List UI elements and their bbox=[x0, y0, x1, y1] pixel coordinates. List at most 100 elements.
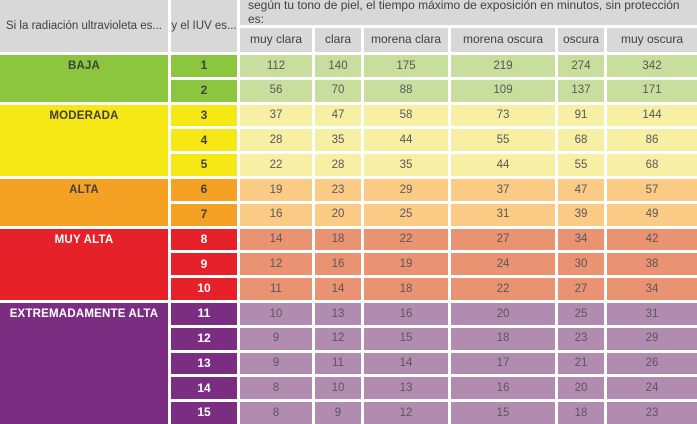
iuv-value-cell: 12 bbox=[171, 327, 237, 350]
iuv-value-cell: 4 bbox=[171, 129, 237, 152]
iuv-value-cell: 8 bbox=[171, 228, 237, 251]
minutes-cell: 18 bbox=[315, 228, 361, 251]
minutes-cell: 47 bbox=[558, 178, 604, 201]
minutes-cell: 219 bbox=[451, 55, 555, 77]
minutes-cell: 175 bbox=[364, 55, 448, 77]
minutes-cell: 25 bbox=[364, 203, 448, 226]
minutes-cell: 14 bbox=[315, 278, 361, 300]
minutes-cell: 38 bbox=[607, 253, 697, 276]
minutes-cell: 29 bbox=[607, 327, 697, 350]
minutes-cell: 10 bbox=[240, 302, 312, 325]
minutes-cell: 57 bbox=[607, 178, 697, 201]
category-cell: MUY ALTA bbox=[0, 228, 168, 300]
minutes-cell: 20 bbox=[558, 377, 604, 400]
iuv-value-cell: 10 bbox=[171, 278, 237, 300]
minutes-cell: 16 bbox=[451, 377, 555, 400]
minutes-cell: 68 bbox=[558, 129, 604, 152]
minutes-cell: 22 bbox=[240, 154, 312, 176]
skin-tone-header: muy oscura bbox=[607, 28, 697, 52]
minutes-cell: 47 bbox=[315, 104, 361, 127]
minutes-cell: 13 bbox=[364, 377, 448, 400]
minutes-cell: 19 bbox=[240, 178, 312, 201]
iuv-value-cell: 2 bbox=[171, 79, 237, 102]
minutes-cell: 23 bbox=[607, 402, 697, 424]
minutes-cell: 44 bbox=[451, 154, 555, 176]
minutes-cell: 28 bbox=[315, 154, 361, 176]
minutes-cell: 28 bbox=[240, 129, 312, 152]
minutes-cell: 55 bbox=[451, 129, 555, 152]
minutes-cell: 19 bbox=[364, 253, 448, 276]
minutes-cell: 8 bbox=[240, 402, 312, 424]
minutes-cell: 39 bbox=[558, 203, 604, 226]
minutes-cell: 23 bbox=[558, 327, 604, 350]
minutes-cell: 18 bbox=[558, 402, 604, 424]
minutes-cell: 10 bbox=[315, 377, 361, 400]
minutes-cell: 20 bbox=[315, 203, 361, 226]
minutes-cell: 18 bbox=[451, 327, 555, 350]
minutes-cell: 274 bbox=[558, 55, 604, 77]
minutes-cell: 58 bbox=[364, 104, 448, 127]
skin-tone-header: clara bbox=[315, 28, 361, 52]
skin-tone-header: muy clara bbox=[240, 28, 312, 52]
minutes-cell: 34 bbox=[607, 278, 697, 300]
minutes-cell: 12 bbox=[240, 253, 312, 276]
minutes-cell: 11 bbox=[240, 278, 312, 300]
minutes-cell: 70 bbox=[315, 79, 361, 102]
minutes-cell: 109 bbox=[451, 79, 555, 102]
iuv-value-cell: 7 bbox=[171, 203, 237, 226]
iuv-value-cell: 13 bbox=[171, 352, 237, 375]
minutes-cell: 9 bbox=[240, 352, 312, 375]
minutes-cell: 27 bbox=[558, 278, 604, 300]
radiation-column-header: Si la radiación ultravioleta es... bbox=[0, 0, 168, 52]
minutes-cell: 31 bbox=[607, 302, 697, 325]
minutes-cell: 11 bbox=[315, 352, 361, 375]
minutes-cell: 137 bbox=[558, 79, 604, 102]
minutes-cell: 35 bbox=[364, 154, 448, 176]
skin-tone-header: oscura bbox=[558, 28, 604, 52]
minutes-cell: 86 bbox=[607, 129, 697, 152]
minutes-cell: 73 bbox=[451, 104, 555, 127]
skin-tone-group-header: según tu tono de piel, el tiempo máximo … bbox=[240, 0, 697, 25]
minutes-cell: 31 bbox=[451, 203, 555, 226]
iuv-value-cell: 14 bbox=[171, 377, 237, 400]
minutes-cell: 49 bbox=[607, 203, 697, 226]
minutes-cell: 15 bbox=[364, 327, 448, 350]
minutes-cell: 17 bbox=[451, 352, 555, 375]
minutes-cell: 25 bbox=[558, 302, 604, 325]
minutes-cell: 8 bbox=[240, 377, 312, 400]
minutes-cell: 27 bbox=[451, 228, 555, 251]
category-cell: EXTREMADAMENTE ALTA bbox=[0, 302, 168, 424]
minutes-cell: 26 bbox=[607, 352, 697, 375]
skin-tone-header: morena clara bbox=[364, 28, 448, 52]
iuv-value-cell: 1 bbox=[171, 55, 237, 77]
minutes-cell: 35 bbox=[315, 129, 361, 152]
iuv-value-cell: 11 bbox=[171, 302, 237, 325]
minutes-cell: 20 bbox=[451, 302, 555, 325]
minutes-cell: 22 bbox=[451, 278, 555, 300]
minutes-cell: 15 bbox=[451, 402, 555, 424]
minutes-cell: 24 bbox=[451, 253, 555, 276]
minutes-cell: 42 bbox=[607, 228, 697, 251]
minutes-cell: 9 bbox=[315, 402, 361, 424]
minutes-cell: 68 bbox=[607, 154, 697, 176]
minutes-cell: 13 bbox=[315, 302, 361, 325]
minutes-cell: 112 bbox=[240, 55, 312, 77]
iuv-value-cell: 3 bbox=[171, 104, 237, 127]
minutes-cell: 12 bbox=[315, 327, 361, 350]
minutes-cell: 171 bbox=[607, 79, 697, 102]
category-cell: MODERADA bbox=[0, 104, 168, 176]
iuv-column-header: y el IUV es... bbox=[171, 0, 237, 52]
iuv-value-cell: 15 bbox=[171, 402, 237, 424]
minutes-cell: 140 bbox=[315, 55, 361, 77]
minutes-cell: 16 bbox=[315, 253, 361, 276]
minutes-cell: 24 bbox=[607, 377, 697, 400]
minutes-cell: 12 bbox=[364, 402, 448, 424]
minutes-cell: 18 bbox=[364, 278, 448, 300]
minutes-cell: 37 bbox=[451, 178, 555, 201]
minutes-cell: 144 bbox=[607, 104, 697, 127]
minutes-cell: 91 bbox=[558, 104, 604, 127]
minutes-cell: 9 bbox=[240, 327, 312, 350]
category-cell: ALTA bbox=[0, 178, 168, 226]
iuv-value-cell: 9 bbox=[171, 253, 237, 276]
